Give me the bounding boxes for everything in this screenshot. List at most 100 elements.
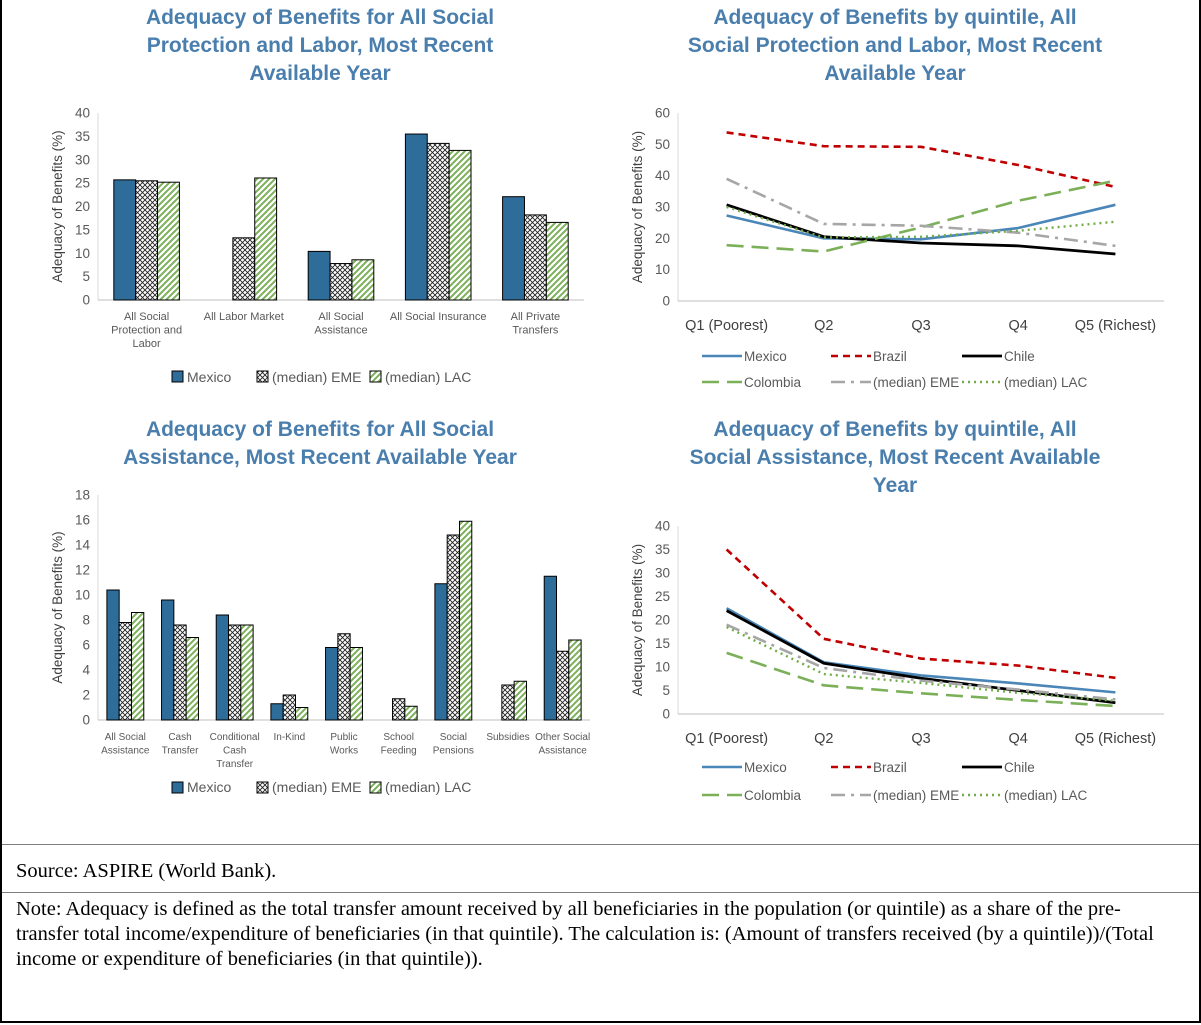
bar [325,647,339,721]
legend-label: (median) LAC [1004,375,1088,390]
y-tick-label: 30 [655,566,670,581]
legend-label: (median) LAC [385,369,471,385]
bar [501,684,515,721]
y-tick-label: 4 [82,663,90,678]
legend-label: Chile [1004,760,1035,775]
y-axis-label: Adequacy of Benefits (%) [50,531,65,683]
bar [240,624,254,721]
x-tick-label: All Social [105,732,146,743]
x-tick-label: Q3 [911,731,930,747]
y-tick-label: 0 [82,713,90,728]
legend-label: (median) LAC [1004,788,1088,803]
chart-title-line: Adequacy of Benefits for All Social [145,418,495,441]
x-tick-label: Conditional [210,732,260,743]
x-tick-label: Works [330,746,358,757]
legend-label: (median) EME [272,369,361,385]
bar [404,133,428,301]
bar [458,520,473,721]
bar [434,583,448,721]
y-tick-label: 0 [82,293,90,308]
x-tick-label: In-Kind [273,732,305,743]
bar [294,707,309,721]
legend-label: (median) EME [272,779,361,795]
bar [130,612,145,721]
bar [118,622,132,721]
y-tick-label: 0 [662,707,670,722]
legend-label: Mexico [744,760,787,775]
x-tick-label: All Private [511,311,561,323]
y-tick-label: 20 [655,231,670,246]
x-tick-label: Q1 (Poorest) [685,318,768,334]
x-tick-label: Labor [133,338,161,350]
legend-label: Mexico [744,349,787,364]
x-tick-label: Q5 (Richest) [1075,731,1156,747]
line-chart-social-assistance-quintile: 0 5 10 15 20 25 30 35 40 Adequacy of Benefits (%)… [630,519,1164,803]
x-tick-label: All Labor Market [204,311,284,323]
x-tick-label: All Social [124,311,169,323]
bar [523,214,547,301]
bar [135,180,159,301]
y-tick-label: 40 [75,106,90,121]
y-tick-label: 5 [662,683,670,698]
bar-chart-social-protection: 0 5 10 15 20 25 30 35 40 Adequacy of Benefits (%)… [50,106,584,385]
chart-title: Adequacy of Benefits by quintile, All So… [600,416,1190,500]
y-axis-label: Adequacy of Benefits (%) [630,131,645,283]
y-tick-label: 16 [75,513,90,528]
y-tick-label: 10 [655,262,670,277]
x-tick-label: Assistance [101,746,150,757]
bar [426,142,450,301]
legend-swatch [256,781,269,794]
series-line [726,203,1116,241]
chart-title-line: Assistance, Most Recent Available Year [123,446,517,469]
chart-title: Adequacy of Benefits for All Social Prot… [40,4,600,88]
bar [307,250,331,301]
bar [404,705,418,721]
y-axis-label: Adequacy of Benefits (%) [630,544,645,696]
y-tick-label: 0 [662,294,670,309]
x-tick-label: Q4 [1009,318,1028,334]
bar [502,196,525,301]
y-tick-label: 18 [75,488,90,503]
x-tick-label: Transfer [162,746,200,757]
y-tick-label: 10 [655,660,670,675]
series-line [726,131,1116,189]
bar [185,637,199,721]
y-tick-label: 35 [75,129,90,144]
y-tick-label: 2 [82,688,90,703]
legend-label: (median) EME [873,375,959,390]
chart-title-line: Protection and Labor, Most Recent [146,34,494,57]
chart-title: Adequacy of Benefits for All Social Assi… [40,416,600,472]
y-tick-label: 50 [655,137,670,152]
y-tick-label: 15 [655,636,670,651]
bar [448,149,472,301]
y-axis-label: Adequacy of Benefits (%) [50,130,65,282]
x-tick-label: Q2 [814,731,833,747]
series-line [726,625,1116,703]
bar [329,263,353,301]
bar [228,624,242,721]
bar [113,179,137,301]
y-tick-label: 6 [82,638,90,653]
x-tick-label: Q1 (Poorest) [685,731,768,747]
x-tick-label: Assistance [538,746,587,757]
bar [543,575,558,721]
series-line [726,651,1116,708]
bar [446,534,460,721]
x-tick-label: Transfer [216,759,254,770]
legend-label: (median) LAC [385,779,471,795]
divider [2,892,1199,893]
chart-title-line: Adequacy of Benefits by quintile, All [713,6,1077,29]
series-line [726,177,1116,248]
x-tick-label: Social [440,732,467,743]
y-tick-label: 5 [82,269,90,284]
x-tick-label: Public [330,732,357,743]
x-tick-label: Feeding [381,746,417,757]
source-text: Source: ASPIRE (World Bank). [16,860,277,882]
line-chart-social-protection-quintile: 0 10 20 30 40 50 60 Adequacy of Benefits (%) Q1 … [630,106,1164,390]
x-tick-label: Cash [223,746,246,757]
x-tick-label: Subsidies [486,732,529,743]
y-tick-label: 25 [655,589,670,604]
legend-swatch [171,370,184,383]
bar [232,237,256,301]
